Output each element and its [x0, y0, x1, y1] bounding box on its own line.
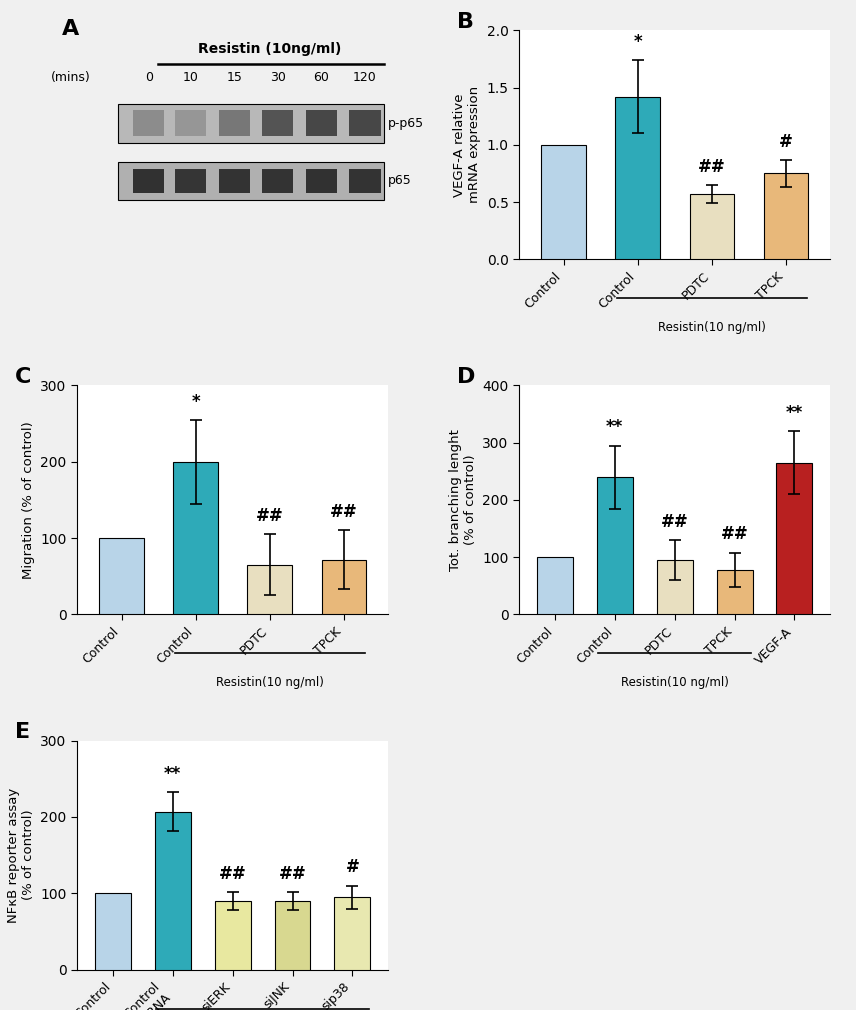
Bar: [95, 893, 131, 970]
Bar: [262, 110, 294, 135]
Text: ##: ##: [279, 865, 306, 883]
Bar: [133, 110, 164, 135]
Bar: [597, 477, 633, 614]
Text: ##: ##: [661, 513, 688, 531]
Bar: [174, 462, 218, 614]
Bar: [275, 901, 311, 970]
Y-axis label: Migration (% of control): Migration (% of control): [21, 421, 35, 579]
Text: 10: 10: [182, 71, 199, 84]
Bar: [335, 897, 371, 970]
Text: **: **: [786, 404, 803, 422]
Bar: [615, 97, 660, 260]
Text: *: *: [633, 33, 642, 50]
Text: Resistin (10ng/ml): Resistin (10ng/ml): [199, 41, 342, 56]
Text: B: B: [457, 12, 473, 32]
Text: ##: ##: [698, 158, 726, 176]
Text: (mins): (mins): [51, 71, 91, 84]
Text: C: C: [15, 367, 31, 387]
Text: Resistin(10 ng/ml): Resistin(10 ng/ml): [216, 677, 324, 690]
Text: 0: 0: [145, 71, 152, 84]
Bar: [541, 144, 586, 260]
Text: 60: 60: [313, 71, 330, 84]
Bar: [117, 162, 383, 200]
Bar: [175, 169, 206, 193]
Y-axis label: Tot. branching lenght
(% of control): Tot. branching lenght (% of control): [449, 429, 477, 571]
Bar: [349, 110, 381, 135]
Bar: [247, 565, 292, 614]
Text: A: A: [62, 19, 79, 38]
Bar: [155, 811, 191, 970]
Bar: [716, 570, 752, 614]
Bar: [306, 110, 337, 135]
Bar: [349, 169, 381, 193]
Text: #: #: [346, 858, 360, 877]
Text: **: **: [606, 418, 623, 436]
Text: 15: 15: [226, 71, 242, 84]
Text: Resistin(10 ng/ml): Resistin(10 ng/ml): [621, 677, 728, 690]
Text: Resistin(10 ng/ml): Resistin(10 ng/ml): [657, 321, 765, 334]
Text: D: D: [457, 367, 475, 387]
Bar: [117, 104, 383, 142]
Bar: [218, 110, 250, 135]
Text: 120: 120: [353, 71, 377, 84]
Bar: [262, 169, 294, 193]
Bar: [776, 463, 812, 614]
Text: #: #: [779, 132, 793, 150]
Text: *: *: [191, 393, 200, 411]
Text: ##: ##: [219, 865, 247, 883]
Text: p-p65: p-p65: [389, 116, 425, 129]
Y-axis label: NFκB reporter assay
(% of control): NFκB reporter assay (% of control): [7, 788, 35, 923]
Text: **: **: [164, 766, 181, 784]
Text: E: E: [15, 722, 30, 742]
Bar: [537, 558, 573, 614]
Bar: [215, 901, 251, 970]
Bar: [657, 561, 693, 614]
Bar: [218, 169, 250, 193]
Text: 30: 30: [270, 71, 286, 84]
Bar: [99, 538, 144, 614]
Bar: [322, 560, 366, 614]
Y-axis label: VEGF-A relative
mRNA expression: VEGF-A relative mRNA expression: [453, 86, 481, 203]
Bar: [764, 174, 808, 260]
Text: ##: ##: [256, 507, 283, 525]
Text: ##: ##: [330, 503, 358, 521]
Bar: [133, 169, 164, 193]
Bar: [175, 110, 206, 135]
Text: ##: ##: [721, 525, 748, 543]
Text: p65: p65: [389, 175, 412, 188]
Bar: [689, 194, 734, 260]
Bar: [306, 169, 337, 193]
